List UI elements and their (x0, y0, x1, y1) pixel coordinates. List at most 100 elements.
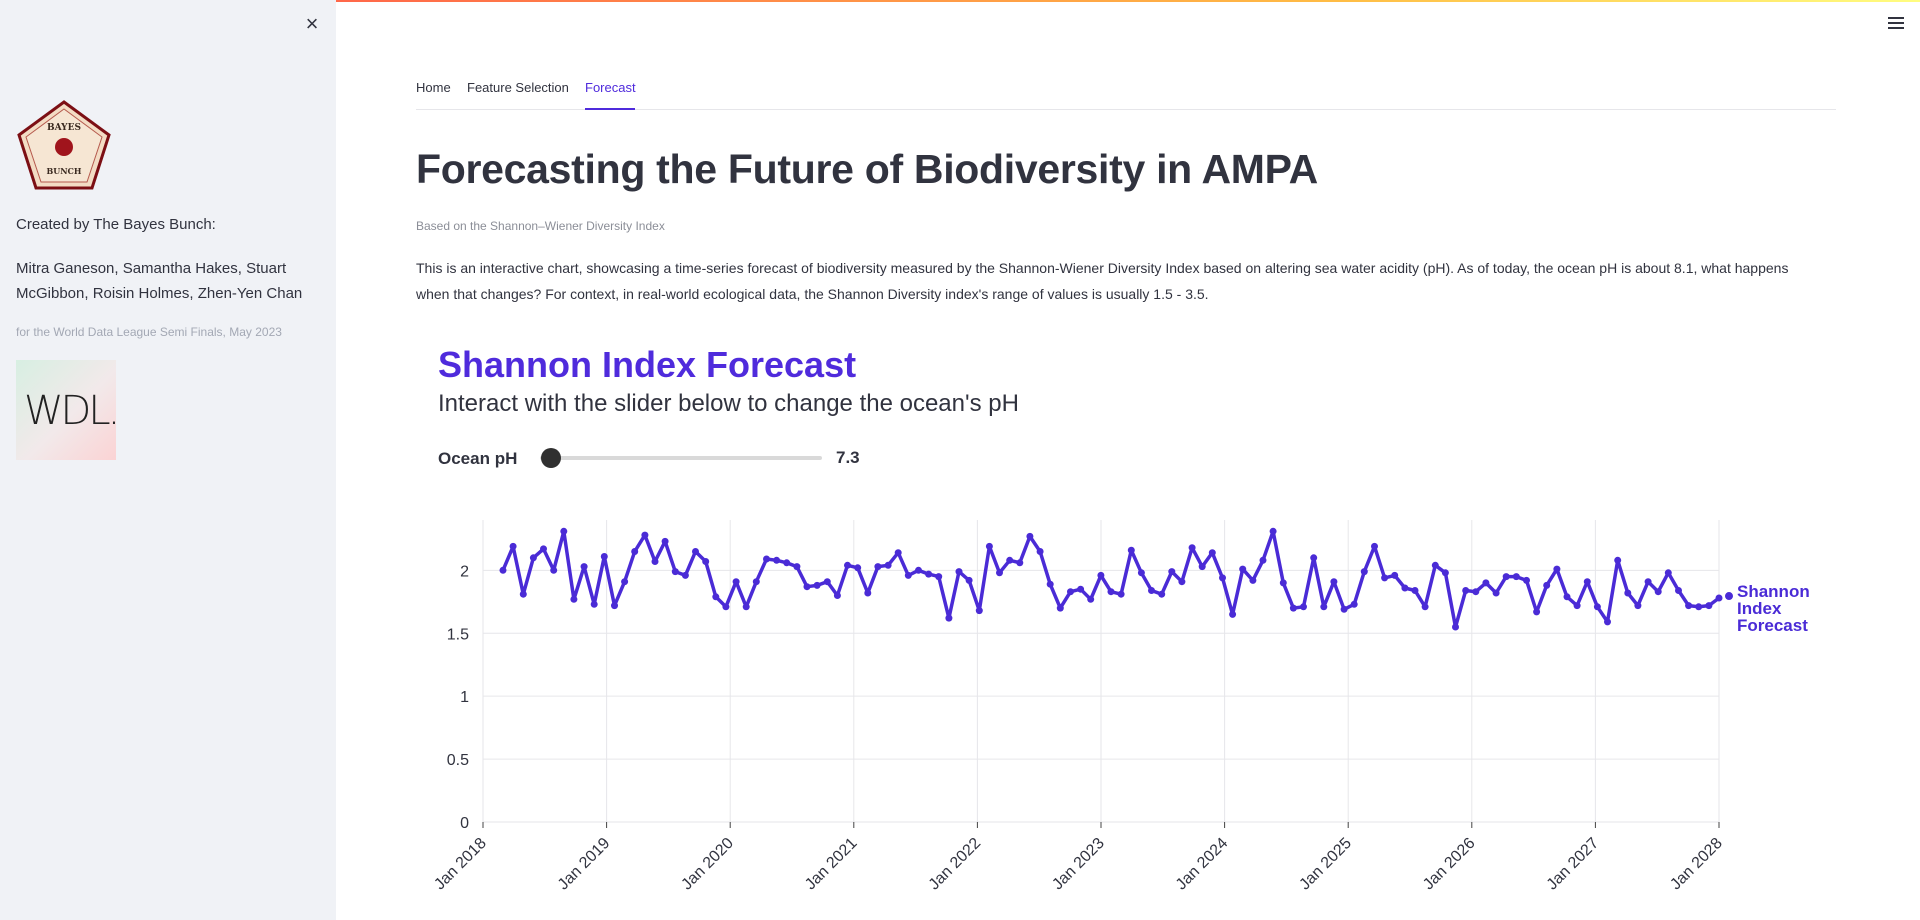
data-point (702, 558, 710, 565)
x-tick-label: Jan 2026 (1420, 835, 1479, 894)
data-point (985, 542, 993, 550)
data-point (742, 603, 750, 611)
data-point (1634, 602, 1642, 610)
ph-slider-value: 7.3 (836, 448, 860, 467)
data-point (1239, 565, 1247, 573)
data-point (904, 571, 912, 579)
data-point (1604, 618, 1611, 626)
data-point (803, 583, 811, 591)
tab-bar: Home Feature Selection Forecast (416, 78, 1836, 110)
data-point (1654, 588, 1662, 596)
data-point (1675, 587, 1682, 594)
data-point (1178, 578, 1186, 586)
tab-home[interactable]: Home (416, 80, 451, 95)
data-point (560, 527, 568, 535)
data-point (1127, 546, 1135, 554)
data-point (1472, 588, 1480, 596)
data-point (1158, 590, 1166, 598)
data-point (996, 569, 1003, 577)
data-point (1371, 542, 1378, 550)
top-decoration-bar (0, 0, 1920, 2)
bayes-bunch-logo: BAYES BUNCH (17, 100, 111, 190)
data-point (1381, 574, 1389, 582)
data-point (1117, 590, 1125, 598)
x-tick-label: Jan 2025 (1296, 835, 1355, 894)
ph-slider-track[interactable] (540, 448, 822, 468)
ph-slider-handle[interactable] (541, 448, 562, 468)
data-point (1046, 580, 1054, 588)
x-tick-label: Jan 2027 (1544, 835, 1603, 894)
data-point (1715, 594, 1723, 602)
data-point (1624, 589, 1632, 597)
data-point (844, 561, 851, 569)
data-point (1563, 593, 1571, 601)
data-point (1300, 603, 1307, 611)
close-sidebar-button[interactable]: × (305, 11, 319, 36)
data-point (529, 554, 537, 562)
data-point (1533, 608, 1541, 616)
data-point (783, 559, 791, 567)
data-point (1340, 605, 1348, 613)
data-point (1279, 579, 1287, 587)
data-point (519, 590, 527, 598)
event-caption: for the World Data League Semi Finals, M… (16, 325, 282, 339)
data-point (499, 566, 507, 574)
wax-seal-icon (55, 138, 73, 156)
data-point (935, 573, 943, 581)
data-point (1087, 595, 1095, 603)
data-point (590, 600, 598, 608)
sidebar: × BAYES BUNCH Created by The Bayes Bunch… (0, 0, 336, 920)
data-point (752, 578, 760, 586)
x-tick-label: Jan 2021 (802, 835, 861, 894)
y-tick-label: 1.5 (447, 626, 469, 643)
data-point (1685, 602, 1693, 610)
x-tick-label: Jan 2020 (678, 835, 737, 894)
data-point (1543, 581, 1551, 589)
data-point (651, 558, 659, 565)
data-point (854, 564, 862, 572)
data-point (1431, 561, 1439, 569)
y-tick-label: 2 (460, 563, 469, 580)
data-point (641, 531, 649, 539)
data-point (1421, 603, 1429, 611)
data-point (722, 603, 730, 611)
data-point (1249, 576, 1257, 584)
main-menu-icon[interactable] (1886, 14, 1906, 34)
chart-title: Shannon Index Forecast (438, 344, 857, 385)
data-point (570, 595, 578, 603)
data-point (692, 548, 699, 555)
team-names: Mitra Ganeson, Samantha Hakes, Stuart Mc… (16, 260, 303, 302)
data-point (823, 578, 831, 586)
data-point (1502, 573, 1510, 581)
data-point (915, 566, 922, 574)
data-point (550, 566, 558, 574)
data-point (965, 576, 973, 584)
data-point (1705, 602, 1713, 610)
data-point (975, 607, 983, 615)
data-point (580, 563, 588, 571)
tab-forecast[interactable]: Forecast (585, 80, 636, 95)
data-point (1229, 610, 1237, 618)
tab-feature-selection[interactable]: Feature Selection (467, 80, 569, 95)
data-point (1512, 573, 1520, 581)
data-point (1310, 554, 1318, 562)
x-tick-label: Jan 2019 (555, 835, 614, 894)
data-point (1573, 602, 1581, 610)
data-point (1269, 527, 1277, 535)
data-point (793, 563, 801, 571)
x-tick-label: Jan 2024 (1173, 835, 1232, 894)
data-point (1553, 565, 1561, 573)
data-point (884, 561, 892, 569)
data-point (1462, 587, 1470, 594)
chart-subtitle: Interact with the slider below to change… (438, 390, 1019, 417)
data-point (1188, 544, 1196, 552)
data-point (864, 589, 872, 597)
wdl-logo: WDL. (16, 360, 120, 460)
page-subtitle: Based on the Shannon–Wiener Diversity In… (416, 219, 665, 233)
data-point (1614, 556, 1622, 564)
data-point (1441, 569, 1449, 577)
logo-top-text: BAYES (47, 123, 81, 133)
active-tab-indicator (585, 108, 635, 110)
data-point (1006, 556, 1014, 564)
